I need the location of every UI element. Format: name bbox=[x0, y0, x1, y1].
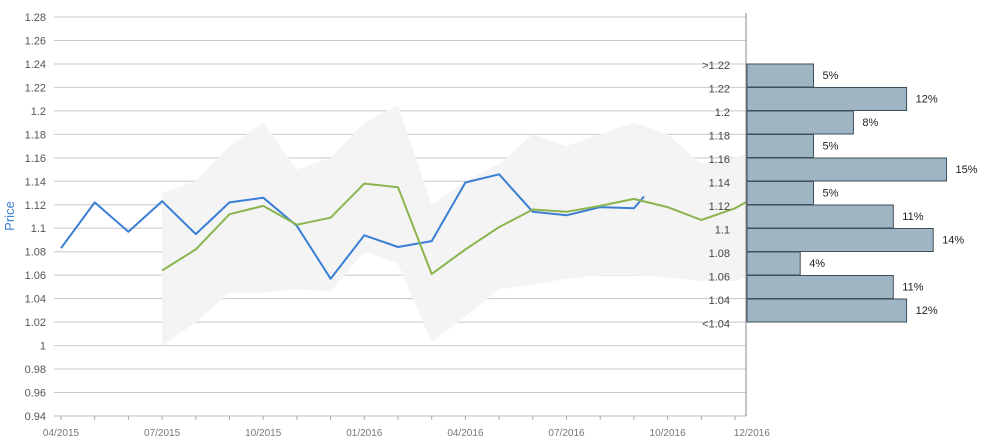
distribution-bar bbox=[746, 298, 908, 323]
distribution-bin-label: 1.1 bbox=[715, 225, 730, 237]
y-tick-label: 1.04 bbox=[25, 294, 46, 306]
distribution-bar bbox=[746, 87, 908, 111]
distribution-bar-value: 14% bbox=[942, 235, 964, 247]
y-tick-label: 1.26 bbox=[25, 35, 46, 47]
distribution-bar bbox=[746, 204, 894, 229]
price-distribution: >1.22 5% 1.22 12% 1.2 8% 1.18 5% 1.16 15% 1.14 5% 1.… bbox=[702, 60, 978, 331]
series-lines bbox=[60, 173, 753, 280]
x-axis-ticks: 04/2015 07/2015 10/2015 01/2016 04/2016 07/20… bbox=[43, 416, 770, 439]
range-band-area bbox=[162, 105, 752, 346]
x-tick-label: 07/2016 bbox=[548, 428, 585, 439]
distribution-bar-value: 15% bbox=[956, 164, 978, 176]
distribution-bar-value: 12% bbox=[916, 305, 938, 317]
forecast-range-band bbox=[162, 105, 752, 346]
y-axis-label: Price bbox=[2, 201, 17, 231]
distribution-bin-label: 1.08 bbox=[709, 248, 730, 260]
distribution-bin-label: 1.22 bbox=[709, 84, 730, 96]
distribution-bar-value: 5% bbox=[823, 70, 839, 82]
distribution-bin-label: 1.04 bbox=[709, 295, 730, 307]
y-tick-label: 1.08 bbox=[25, 247, 46, 259]
y-tick-label: 0.94 bbox=[25, 411, 46, 423]
y-tick-label: 1.22 bbox=[25, 82, 46, 94]
distribution-bar-value: 8% bbox=[862, 117, 878, 129]
x-tick-label: 01/2016 bbox=[346, 428, 383, 439]
y-axis-ticks: 0.94 0.96 0.98 1 1.02 1.04 1.06 1.08 1.1 1.12 1.14… bbox=[25, 12, 46, 423]
distribution-bar bbox=[746, 63, 814, 88]
y-tick-label: 1.14 bbox=[25, 176, 46, 188]
distribution-bin-label: 1.12 bbox=[709, 201, 730, 213]
distribution-bin-label: 1.2 bbox=[715, 107, 730, 119]
x-tick-label: 12/2016 bbox=[734, 428, 771, 439]
distribution-bin-label: 1.16 bbox=[709, 154, 730, 166]
distribution-bar-value: 5% bbox=[823, 188, 839, 200]
y-tick-label: 1.24 bbox=[25, 59, 46, 71]
y-tick-label: 1.18 bbox=[25, 129, 46, 141]
x-tick-label: 04/2016 bbox=[447, 428, 484, 439]
series-line-2 bbox=[161, 182, 753, 275]
distribution-bin-label: 1.18 bbox=[709, 131, 730, 143]
distribution-bin-label: >1.22 bbox=[702, 60, 730, 72]
y-tick-label: 1.12 bbox=[25, 200, 46, 212]
distribution-bar bbox=[746, 275, 894, 299]
y-tick-label: 1.28 bbox=[25, 12, 46, 24]
distribution-bar bbox=[746, 134, 814, 158]
y-tick-label: 1.02 bbox=[25, 317, 46, 329]
y-tick-label: 1.2 bbox=[31, 106, 46, 118]
distribution-bar-value: 11% bbox=[902, 211, 923, 223]
y-tick-label: 1.06 bbox=[25, 270, 46, 282]
y-tick-label: 1.1 bbox=[31, 223, 46, 235]
y-tick-label: 0.98 bbox=[25, 364, 46, 376]
axes bbox=[54, 13, 747, 417]
x-tick-label: 04/2015 bbox=[43, 428, 80, 439]
distribution-bar-value: 12% bbox=[916, 94, 938, 106]
series-line-1 bbox=[60, 173, 645, 280]
y-tick-label: 0.96 bbox=[25, 388, 46, 400]
distribution-bar bbox=[746, 251, 801, 276]
x-tick-label: 07/2015 bbox=[144, 428, 181, 439]
y-tick-label: 1 bbox=[40, 341, 46, 353]
distribution-bin-label: <1.04 bbox=[702, 319, 730, 331]
distribution-bin-label: 1.14 bbox=[709, 178, 730, 190]
distribution-bar bbox=[746, 110, 854, 135]
x-tick-label: 10/2015 bbox=[245, 428, 282, 439]
distribution-bar bbox=[746, 228, 934, 252]
distribution-bar bbox=[746, 157, 947, 182]
distribution-bin-label: 1.06 bbox=[709, 272, 730, 284]
x-tick-label: 10/2016 bbox=[650, 428, 687, 439]
distribution-bar-value: 4% bbox=[809, 258, 825, 270]
y-tick-label: 1.16 bbox=[25, 153, 46, 165]
distribution-bar-value: 5% bbox=[823, 141, 839, 153]
distribution-bar-value: 11% bbox=[902, 282, 923, 294]
distribution-bar bbox=[746, 181, 814, 205]
